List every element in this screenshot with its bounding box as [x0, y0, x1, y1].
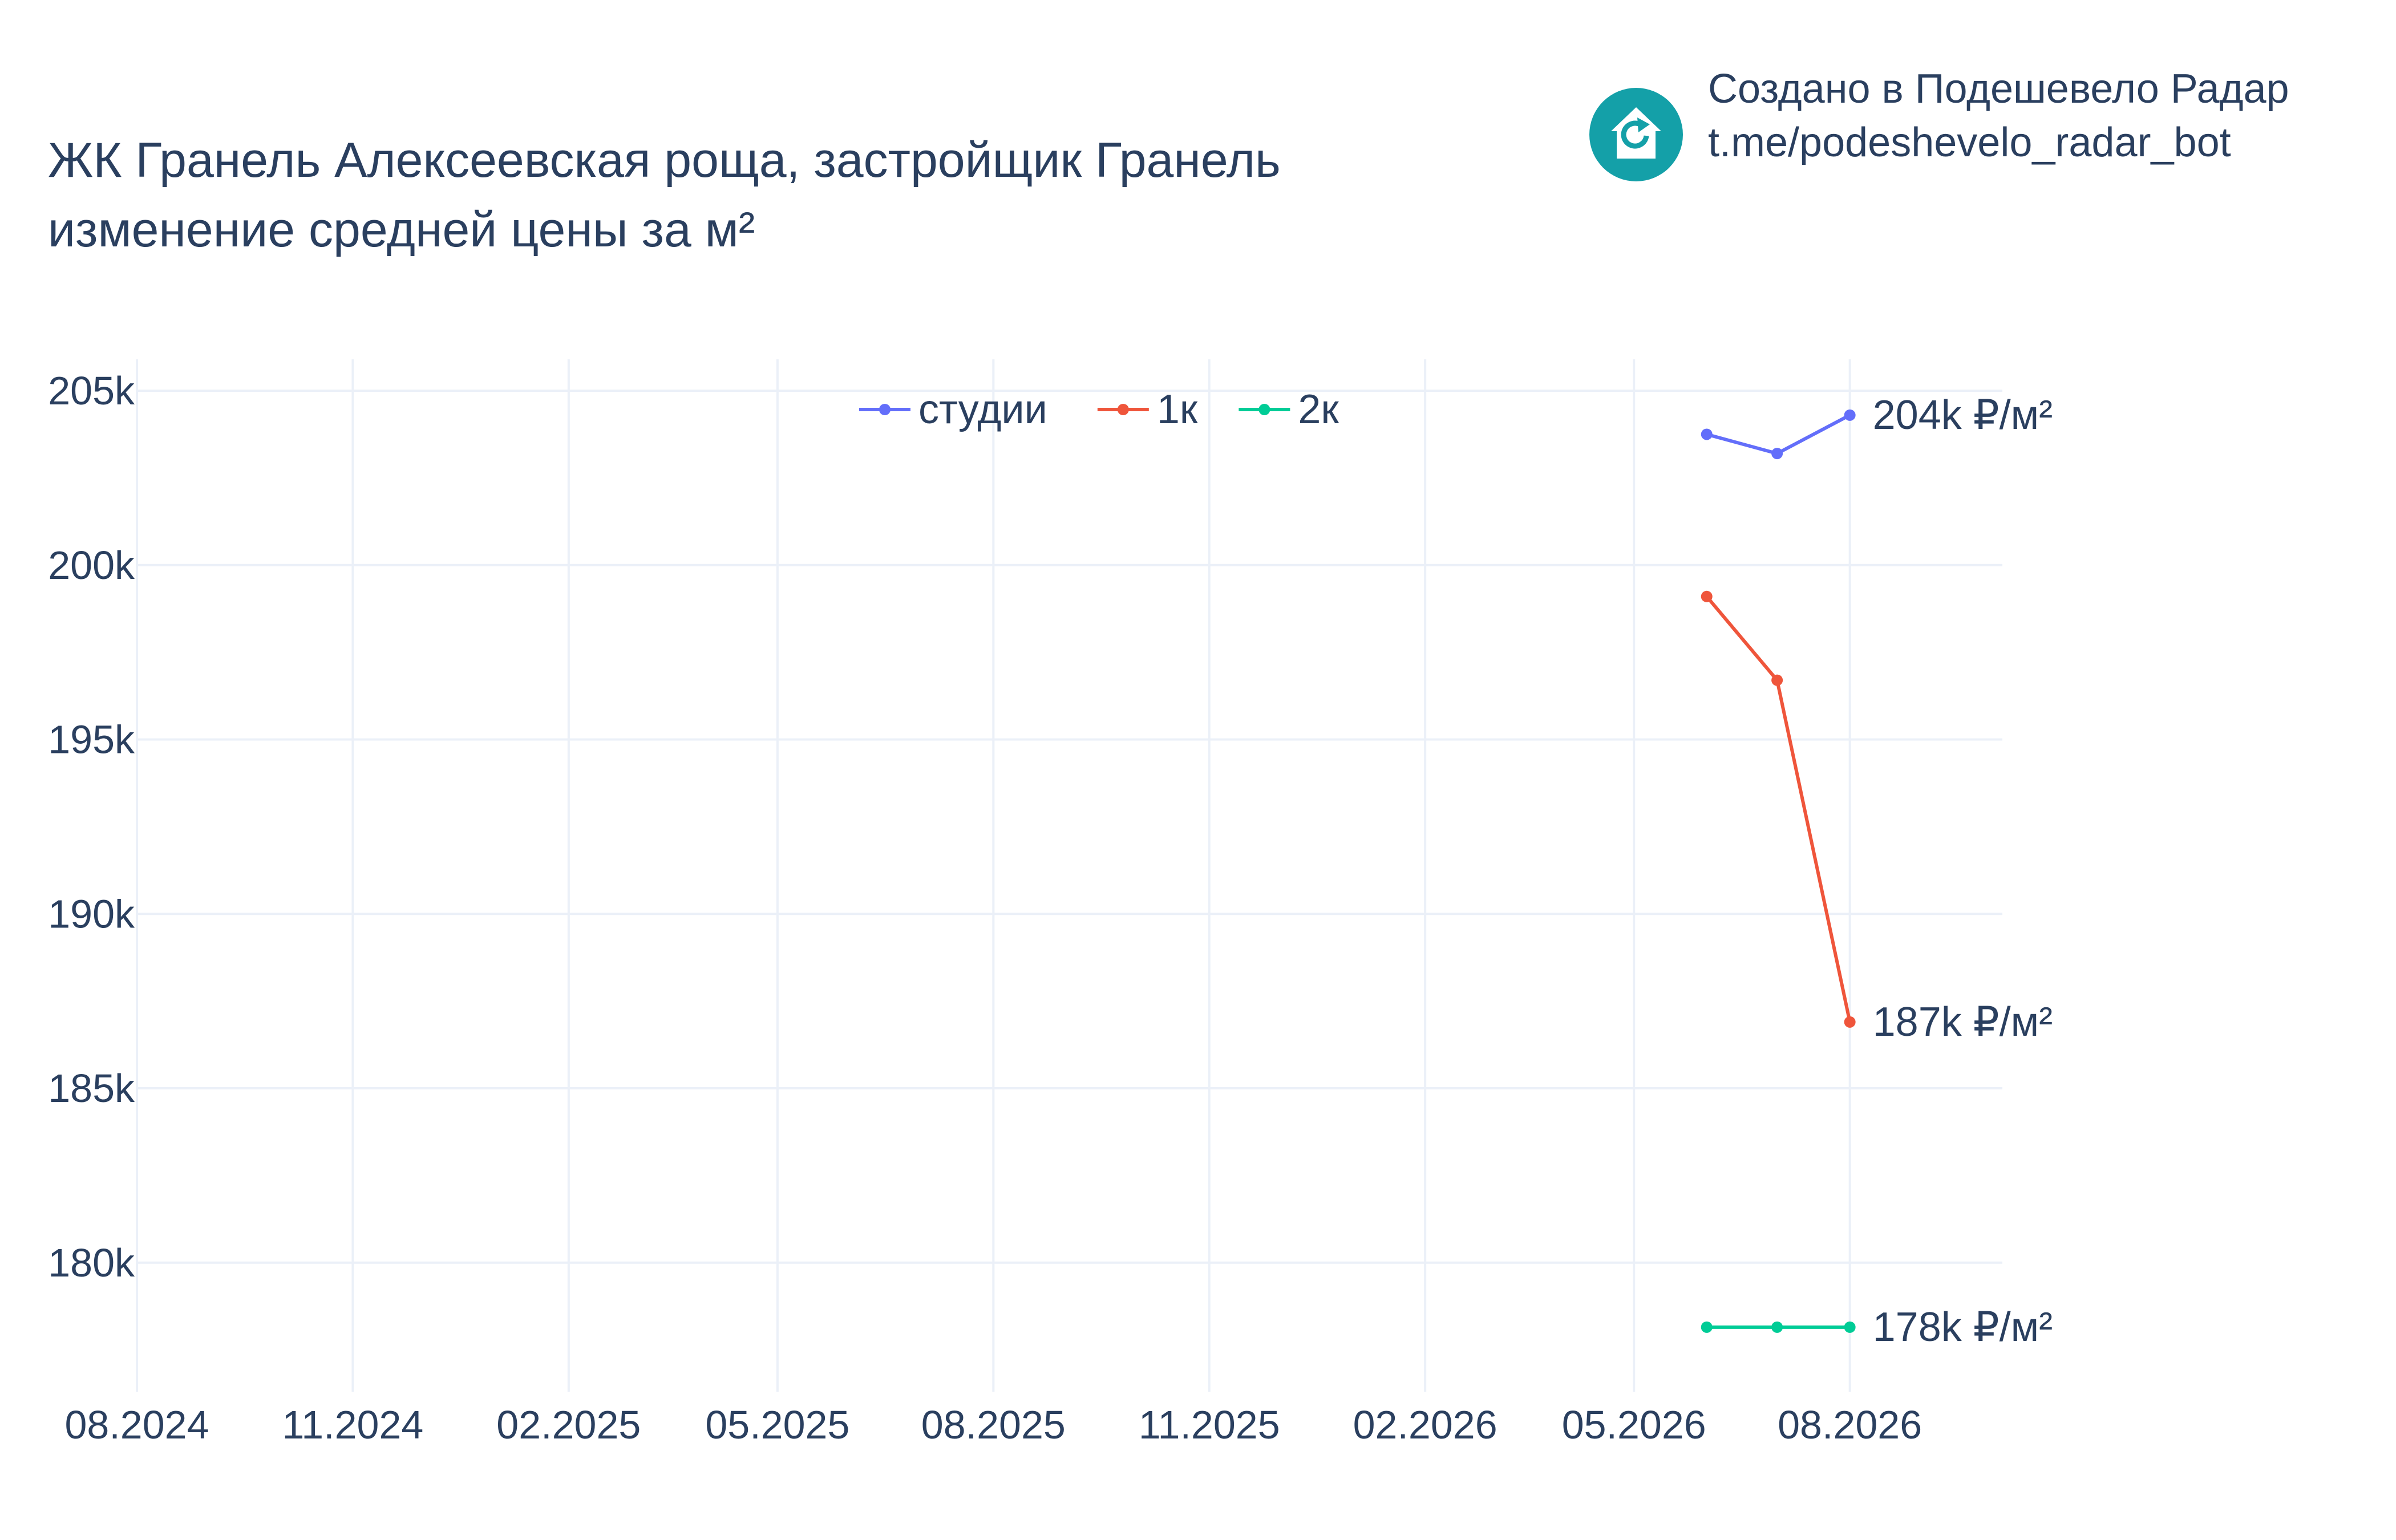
series-end-label: 178k ₽/м²	[1873, 1304, 2053, 1350]
axes: 08.2024 11.2024 02.2025 05.2025 08.2025 11.20…	[48, 368, 1922, 1447]
legend-item[interactable]: студии	[859, 387, 1047, 432]
icon-arrow-head	[1637, 117, 1650, 132]
branding: Создано в Подешевело Радар t.me/podeshev…	[1589, 66, 2289, 181]
series-line[interactable]	[1706, 414, 1851, 456]
icon-refresh-arrow	[1621, 120, 1649, 149]
series-end-label: 204k ₽/м²	[1873, 392, 2053, 438]
series[interactable]	[1701, 409, 1856, 460]
data-point[interactable]	[1771, 1321, 1783, 1333]
x-tick-label: 02.2025	[496, 1403, 641, 1447]
legend-swatch-marker	[1258, 404, 1270, 415]
legend-label: 2к	[1298, 387, 1339, 432]
x-tick-label: 11.2025	[1139, 1403, 1280, 1447]
y-tick-label: 200k	[48, 543, 135, 587]
x-tick-label: 02.2026	[1353, 1403, 1498, 1447]
data-point[interactable]	[1844, 409, 1856, 421]
legend-item[interactable]: 2к	[1239, 387, 1339, 432]
data-point[interactable]	[1844, 1321, 1856, 1333]
legend-swatch-marker	[1117, 404, 1129, 415]
legend-label: 1к	[1157, 387, 1198, 432]
legend-item[interactable]: 1к	[1097, 387, 1198, 432]
plot-series	[1701, 409, 1856, 1333]
data-point[interactable]	[1771, 448, 1783, 460]
series[interactable]	[1701, 1321, 1856, 1333]
series-end-label: 187k ₽/м²	[1873, 999, 2053, 1045]
x-tick-label: 05.2025	[705, 1403, 849, 1447]
x-tick-label: 05.2026	[1562, 1403, 1706, 1447]
x-tick-label: 08.2026	[1778, 1403, 1922, 1447]
data-point[interactable]	[1844, 1016, 1856, 1028]
data-point[interactable]	[1701, 1321, 1713, 1333]
data-point[interactable]	[1701, 428, 1713, 440]
x-tick-label: 08.2024	[64, 1403, 209, 1447]
y-tick-label: 205k	[48, 368, 135, 413]
x-tick-label: 11.2024	[282, 1403, 423, 1447]
y-tick-label: 195k	[48, 718, 135, 762]
data-point[interactable]	[1771, 674, 1783, 686]
series-line[interactable]	[1705, 595, 1852, 1023]
branding-line2: t.me/podeshevelo_radar_bot	[1708, 120, 2231, 165]
legend-label: студии	[918, 387, 1047, 432]
gridlines	[136, 359, 2002, 1392]
y-tick-label: 185k	[48, 1066, 135, 1111]
y-tick-label: 190k	[48, 891, 135, 936]
branding-line1: Создано в Подешевело Радар	[1708, 66, 2289, 112]
legend-swatch-marker	[879, 404, 891, 415]
house-refresh-icon	[1589, 88, 1683, 181]
chart-title-line1: ЖК Гранель Алексеевская роща, застройщик…	[48, 133, 1281, 188]
chart-title-line2: изменение средней цены за м²	[48, 202, 755, 257]
legend[interactable]: студии 1к 2к	[859, 387, 1339, 432]
y-tick-label: 180k	[48, 1241, 135, 1285]
x-tick-label: 08.2025	[921, 1403, 1066, 1447]
end-labels: 204k ₽/м² 187k ₽/м² 178k ₽/м²	[1873, 392, 2053, 1350]
data-point[interactable]	[1701, 590, 1713, 602]
icon-house	[1611, 107, 1661, 159]
series[interactable]	[1701, 590, 1856, 1028]
